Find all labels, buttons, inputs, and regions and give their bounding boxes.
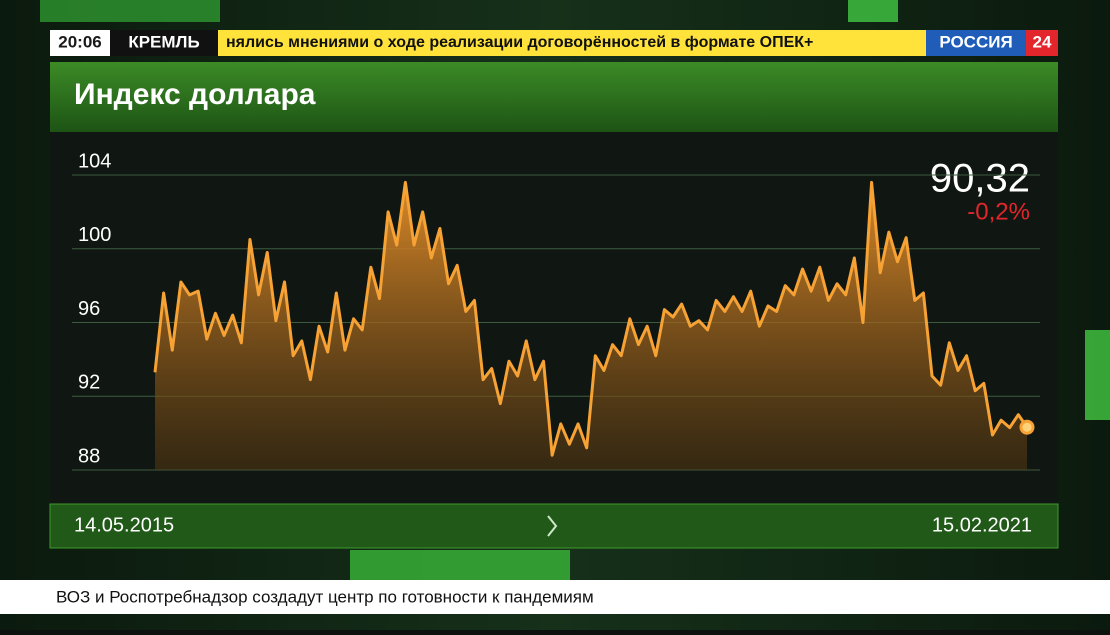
area xyxy=(155,182,1027,471)
x-tick-label: 15.02.2021 xyxy=(932,514,1032,536)
decor xyxy=(1085,330,1110,420)
clock: 20:06 xyxy=(58,32,101,51)
bottom-ticker: ВОЗ и Роспотребнадзор создадут центр по … xyxy=(56,587,594,606)
chart-header xyxy=(50,62,1058,132)
date-bar xyxy=(49,503,1059,549)
line xyxy=(153,180,1029,457)
y-tick-label: 96 xyxy=(78,298,100,320)
end-point xyxy=(1019,419,1035,435)
chevron[interactable] xyxy=(547,515,558,537)
tag-box xyxy=(110,30,218,56)
logo-number-box xyxy=(1026,30,1058,56)
change: -0,2% xyxy=(967,198,1030,225)
y-tick-label: 92 xyxy=(78,372,100,394)
decor xyxy=(350,550,570,580)
logo: РОССИЯ xyxy=(939,32,1012,51)
ticker-tag: КРЕМЛЬ xyxy=(128,32,199,51)
x-tick-label: 14.05.2015 xyxy=(74,514,174,536)
bottom-ticker-bar xyxy=(0,580,1110,614)
y-tick-label: 104 xyxy=(78,150,111,172)
ticker-text: нялись мнениями о ходе реализации догово… xyxy=(226,34,813,51)
decor xyxy=(848,0,898,22)
y-tick-label: 100 xyxy=(78,224,111,246)
current-value: 90,32 xyxy=(930,157,1030,201)
logo-number: 24 xyxy=(1033,32,1052,51)
decor xyxy=(40,0,220,22)
y-tick-label: 88 xyxy=(78,445,100,467)
logo-box xyxy=(926,30,1026,56)
chart-title: Индекс доллара xyxy=(74,78,316,111)
clock-box xyxy=(50,30,110,56)
